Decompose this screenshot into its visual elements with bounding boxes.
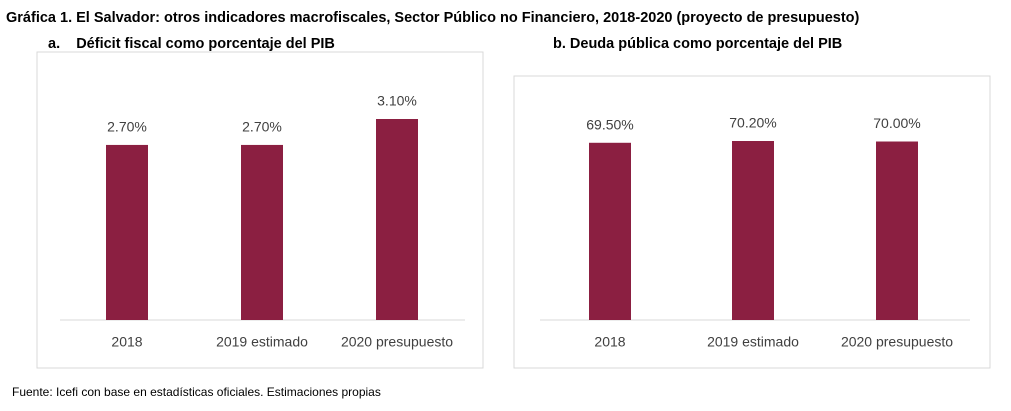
- value-label: 2.70%: [242, 119, 282, 135]
- bar: [876, 141, 918, 320]
- chart-title: b. Deuda pública como porcentaje del PIB: [553, 36, 842, 52]
- x-tick-label: 2018: [111, 334, 142, 350]
- value-label: 69.50%: [586, 116, 633, 132]
- bar: [732, 141, 774, 320]
- chart-title: a. Déficit fiscal como porcentaje del PI…: [48, 36, 335, 52]
- value-label: 3.10%: [377, 93, 417, 109]
- source-note: Fuente: Icefi con base en estadísticas o…: [12, 385, 381, 399]
- x-tick-label: 2020 presupuesto: [841, 334, 953, 350]
- chart-frame: [36, 51, 484, 369]
- x-tick-label: 2019 estimado: [216, 334, 308, 350]
- value-label: 70.00%: [873, 115, 920, 131]
- bar: [589, 142, 631, 320]
- x-tick-label: 2019 estimado: [707, 334, 799, 350]
- bar: [106, 144, 148, 320]
- x-tick-label: 2018: [594, 334, 625, 350]
- x-tick-label: 2020 presupuesto: [341, 334, 453, 350]
- value-label: 70.20%: [729, 115, 776, 131]
- page-title: Gráfica 1. El Salvador: otros indicadore…: [6, 10, 860, 26]
- bar: [241, 144, 283, 320]
- bar: [376, 119, 418, 320]
- chart-frame: [513, 75, 991, 369]
- value-label: 2.70%: [107, 119, 147, 135]
